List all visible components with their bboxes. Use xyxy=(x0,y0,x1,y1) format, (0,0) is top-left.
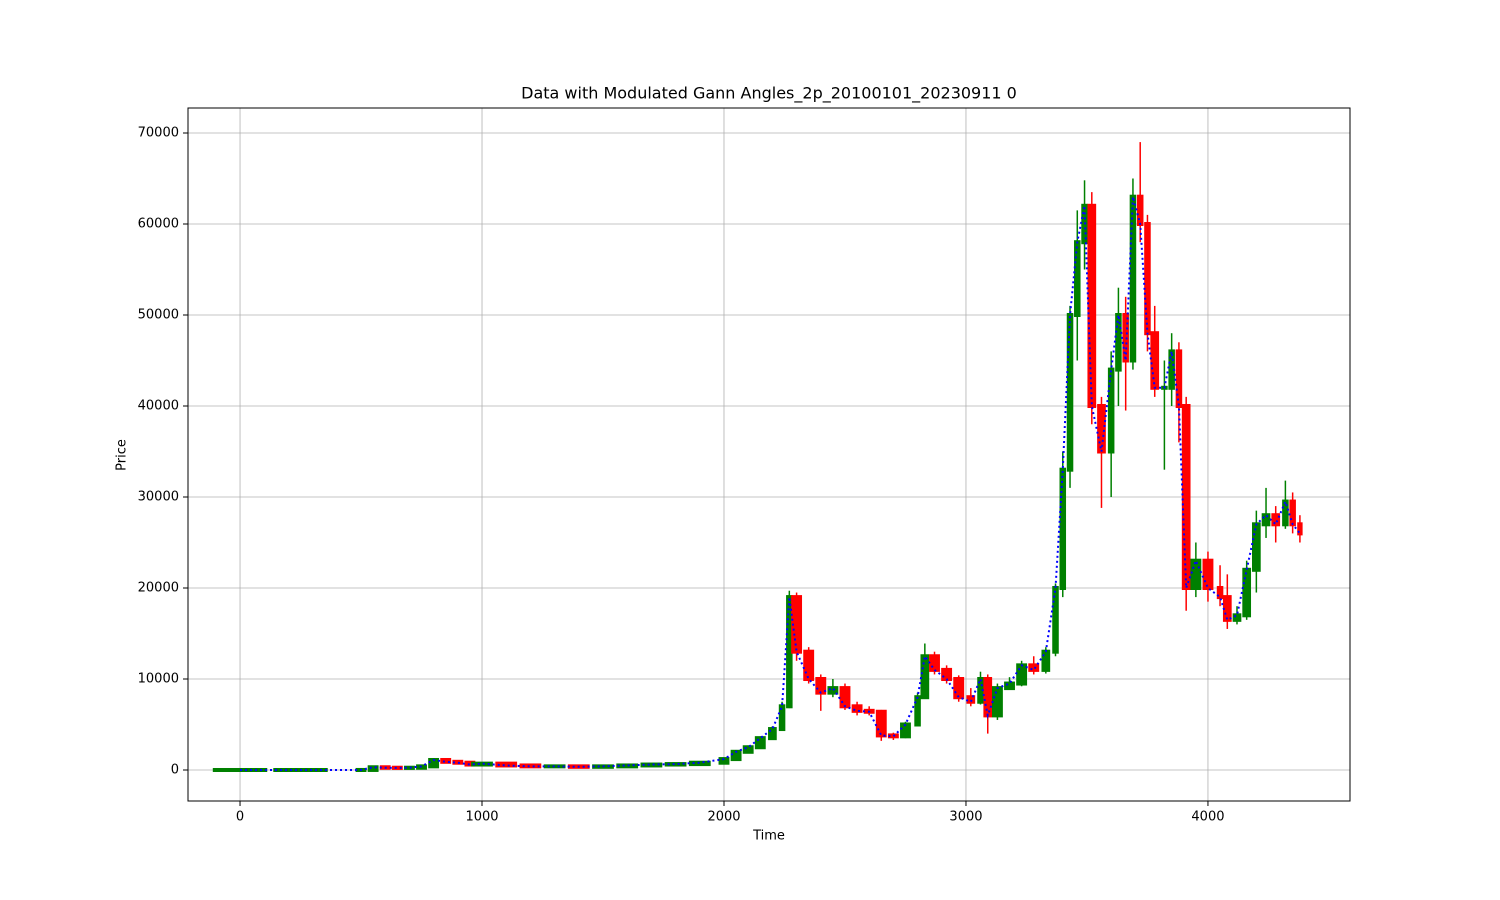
plot-frame xyxy=(187,107,1351,802)
candle-body xyxy=(1028,663,1040,672)
candle-body xyxy=(1097,403,1106,454)
candle-body xyxy=(815,676,827,695)
candle-body xyxy=(1150,331,1160,390)
candle-body xyxy=(1282,499,1289,527)
candle-body xyxy=(1066,312,1074,472)
candle-body xyxy=(1107,367,1115,454)
candle-body xyxy=(1115,312,1122,372)
y-tick-label: 40000 xyxy=(138,398,179,413)
candle-body xyxy=(914,695,921,727)
candle-body xyxy=(1261,513,1271,527)
candle-body xyxy=(920,654,930,700)
candle-body xyxy=(875,709,887,738)
candle-body xyxy=(1289,499,1296,527)
candle-body xyxy=(1190,558,1202,590)
candle-body xyxy=(1297,522,1303,536)
y-tick-label: 0 xyxy=(171,762,179,777)
y-tick-label: 30000 xyxy=(138,489,179,504)
candle-body xyxy=(471,761,493,767)
candle-body xyxy=(851,704,863,713)
candle-body xyxy=(616,763,639,769)
candle-body xyxy=(839,686,851,709)
chart-title: Data with Modulated Gann Angles_2p_20100… xyxy=(521,84,1017,104)
candle-body xyxy=(1122,312,1129,363)
candle-body xyxy=(1216,585,1224,600)
candle-body xyxy=(991,686,1003,718)
x-axis-label: Time xyxy=(752,829,785,844)
y-axis-label: Price xyxy=(115,439,130,471)
x-tick-label: 0 xyxy=(236,810,244,825)
candle-body xyxy=(977,676,984,704)
candle-body xyxy=(983,676,993,718)
candle-body xyxy=(966,695,976,704)
candle-body xyxy=(730,749,742,762)
candle-body xyxy=(1251,522,1261,572)
candle-body xyxy=(1222,595,1232,622)
candle-body xyxy=(1136,194,1144,226)
candle-body xyxy=(391,765,403,770)
y-tick-label: 20000 xyxy=(138,580,179,595)
marks xyxy=(212,142,1303,772)
candle-body xyxy=(827,686,839,695)
candle-body xyxy=(428,757,440,769)
candle-body xyxy=(929,654,940,672)
candle-body xyxy=(452,759,464,765)
candle-body xyxy=(1232,613,1242,622)
axes: 0 1000 2000 3000 400001000020000300004000050… xyxy=(138,107,1351,825)
candle-body xyxy=(1129,194,1137,363)
candle-body xyxy=(1087,203,1097,408)
candle-body xyxy=(803,649,815,681)
candle-body xyxy=(1144,221,1151,336)
candle-body xyxy=(1041,649,1051,672)
y-tick-label: 70000 xyxy=(138,125,179,140)
candle-body xyxy=(778,704,786,732)
candle-body xyxy=(403,765,415,770)
candle-body xyxy=(464,760,476,767)
candle-body xyxy=(1052,585,1059,654)
y-tick-label: 60000 xyxy=(138,216,179,231)
candle-body xyxy=(1016,663,1028,686)
candle-body xyxy=(688,760,711,767)
candle-body xyxy=(742,745,754,754)
candle-body xyxy=(1168,349,1175,390)
y-tick-label: 10000 xyxy=(138,671,179,686)
candle-body xyxy=(1181,403,1191,590)
y-tick-label: 50000 xyxy=(138,307,179,322)
close-line xyxy=(240,196,1301,771)
candle-body xyxy=(1271,513,1281,527)
candle-body xyxy=(1242,567,1252,618)
candle-body xyxy=(440,757,452,764)
candle-body xyxy=(1202,558,1214,590)
candle-body xyxy=(786,595,793,709)
candle-body xyxy=(953,676,965,700)
grid xyxy=(188,108,1350,801)
candle-body xyxy=(1004,681,1015,691)
candle-body xyxy=(941,667,953,681)
candle-body xyxy=(1175,349,1183,408)
x-tick-label: 1000 xyxy=(465,810,498,825)
candle-body xyxy=(495,761,518,768)
candle-body xyxy=(1059,467,1067,590)
x-tick-label: 3000 xyxy=(949,810,982,825)
candle-body xyxy=(367,765,379,772)
candle-body xyxy=(718,757,730,765)
candle-body xyxy=(791,595,803,654)
candle-body xyxy=(519,763,542,769)
candle-body xyxy=(754,736,766,750)
x-tick-label: 2000 xyxy=(707,810,740,825)
candle-body xyxy=(768,727,777,741)
candle-body xyxy=(1074,240,1081,317)
candle-body xyxy=(664,762,687,767)
candle-body xyxy=(640,762,663,768)
candle-body xyxy=(900,722,911,739)
x-tick-label: 4000 xyxy=(1191,810,1224,825)
